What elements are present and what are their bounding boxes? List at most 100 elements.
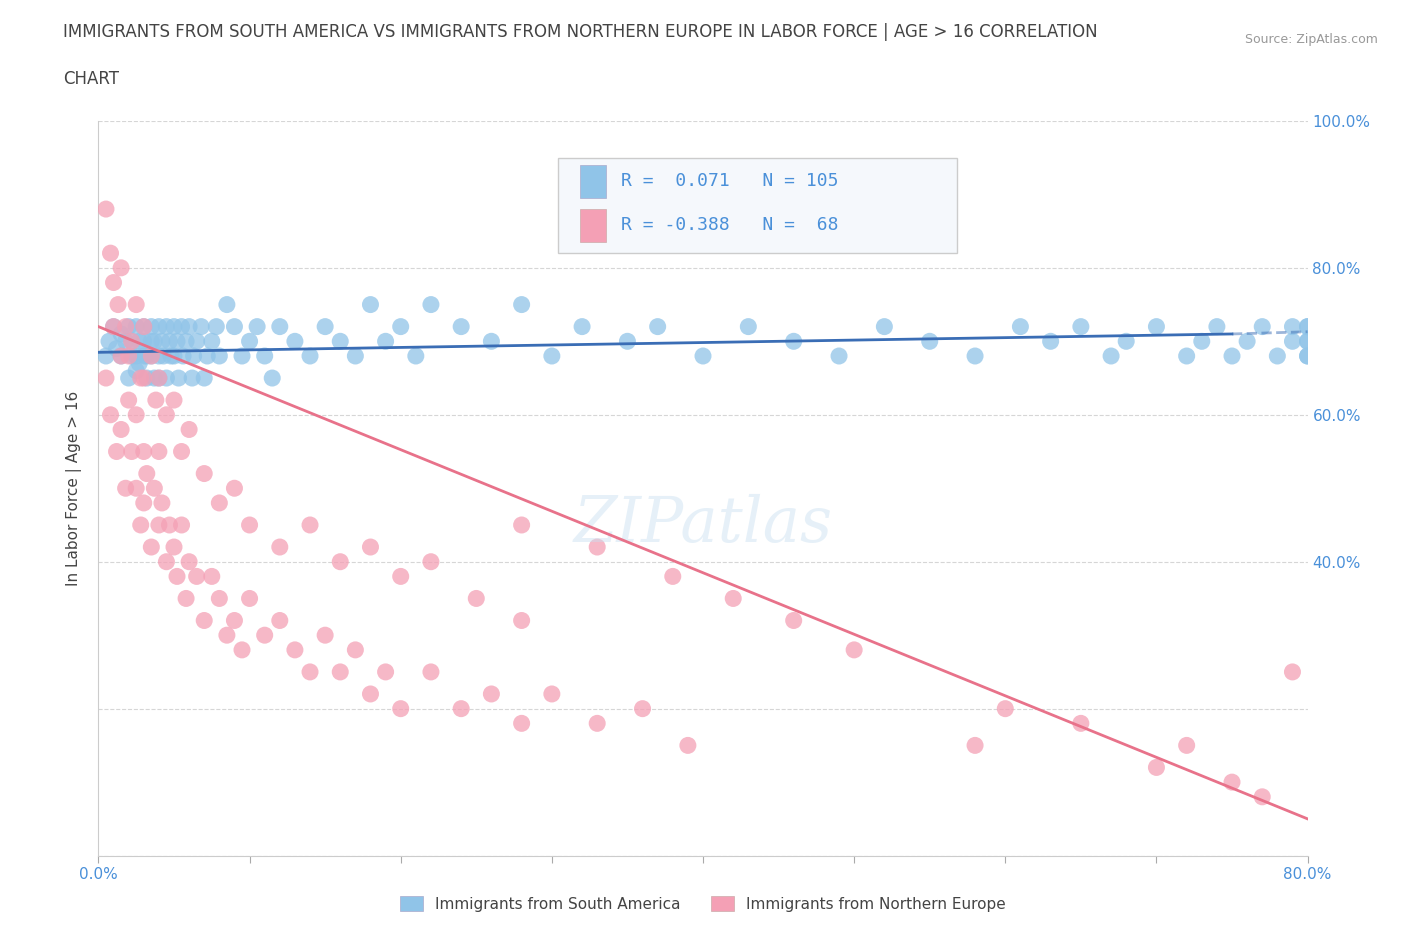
- Point: [1296, 334, 1319, 349]
- Point: [844, 643, 866, 658]
- Point: [145, 392, 167, 407]
- Point: [737, 319, 759, 334]
- Point: [193, 466, 215, 481]
- Point: [1144, 319, 1167, 334]
- Point: [1144, 760, 1167, 775]
- Point: [299, 517, 322, 532]
- Point: [141, 349, 163, 364]
- Point: [450, 701, 472, 716]
- Point: [186, 569, 208, 584]
- Point: [129, 370, 152, 385]
- Point: [1296, 349, 1319, 364]
- Point: [94, 370, 117, 385]
- Point: [150, 334, 173, 349]
- Point: [269, 613, 291, 628]
- Point: [195, 349, 218, 364]
- Point: [965, 738, 987, 753]
- Point: [170, 517, 193, 532]
- Point: [389, 569, 412, 584]
- Point: [125, 364, 148, 379]
- Point: [94, 349, 117, 364]
- Point: [190, 319, 212, 334]
- Point: [262, 370, 284, 385]
- Point: [692, 349, 714, 364]
- Point: [1191, 334, 1213, 349]
- Point: [1099, 349, 1122, 364]
- Point: [103, 275, 125, 290]
- Point: [135, 349, 157, 364]
- Point: [172, 349, 194, 364]
- Point: [344, 349, 367, 364]
- Point: [121, 334, 143, 349]
- Point: [676, 738, 699, 753]
- Point: [224, 613, 246, 628]
- Point: [1281, 319, 1303, 334]
- Point: [103, 319, 125, 334]
- Point: [616, 334, 638, 349]
- FancyBboxPatch shape: [579, 208, 606, 242]
- Text: R =  0.071   N = 105: R = 0.071 N = 105: [621, 172, 838, 191]
- Point: [132, 445, 155, 459]
- Point: [110, 349, 132, 364]
- Point: [360, 298, 382, 312]
- Point: [374, 664, 396, 679]
- Point: [114, 481, 136, 496]
- Point: [100, 407, 122, 422]
- Y-axis label: In Labor Force | Age > 16: In Labor Force | Age > 16: [66, 391, 83, 586]
- Point: [647, 319, 669, 334]
- Point: [110, 260, 132, 275]
- Point: [132, 370, 155, 385]
- Point: [125, 349, 148, 364]
- Point: [510, 298, 533, 312]
- Point: [314, 319, 336, 334]
- Point: [215, 298, 238, 312]
- Point: [246, 319, 269, 334]
- Point: [253, 628, 276, 643]
- Point: [129, 517, 152, 532]
- Point: [155, 370, 177, 385]
- Point: [166, 334, 188, 349]
- Point: [110, 422, 132, 437]
- Point: [481, 686, 503, 701]
- Point: [1296, 334, 1319, 349]
- Point: [179, 319, 201, 334]
- Point: [125, 319, 148, 334]
- Point: [155, 407, 177, 422]
- FancyBboxPatch shape: [558, 157, 957, 253]
- Point: [1236, 334, 1258, 349]
- Point: [586, 716, 609, 731]
- Point: [141, 319, 163, 334]
- Point: [481, 334, 503, 349]
- Point: [94, 202, 117, 217]
- Point: [465, 591, 488, 606]
- Point: [110, 349, 132, 364]
- Point: [994, 701, 1017, 716]
- Point: [150, 496, 173, 511]
- Point: [183, 349, 205, 364]
- Point: [135, 370, 157, 385]
- Point: [121, 445, 143, 459]
- Point: [1175, 738, 1198, 753]
- Point: [121, 334, 143, 349]
- Point: [269, 539, 291, 554]
- Point: [540, 349, 562, 364]
- Point: [374, 334, 396, 349]
- Text: R = -0.388   N =  68: R = -0.388 N = 68: [621, 216, 838, 234]
- Point: [1251, 790, 1274, 804]
- Point: [239, 334, 262, 349]
- Point: [135, 466, 157, 481]
- Point: [231, 349, 253, 364]
- Point: [208, 349, 231, 364]
- Point: [155, 554, 177, 569]
- Point: [125, 481, 148, 496]
- Point: [239, 591, 262, 606]
- Point: [179, 554, 201, 569]
- Point: [284, 643, 307, 658]
- Point: [159, 334, 181, 349]
- Point: [1010, 319, 1032, 334]
- Point: [163, 319, 186, 334]
- Point: [1206, 319, 1229, 334]
- Point: [193, 370, 215, 385]
- Point: [239, 517, 262, 532]
- Point: [314, 628, 336, 643]
